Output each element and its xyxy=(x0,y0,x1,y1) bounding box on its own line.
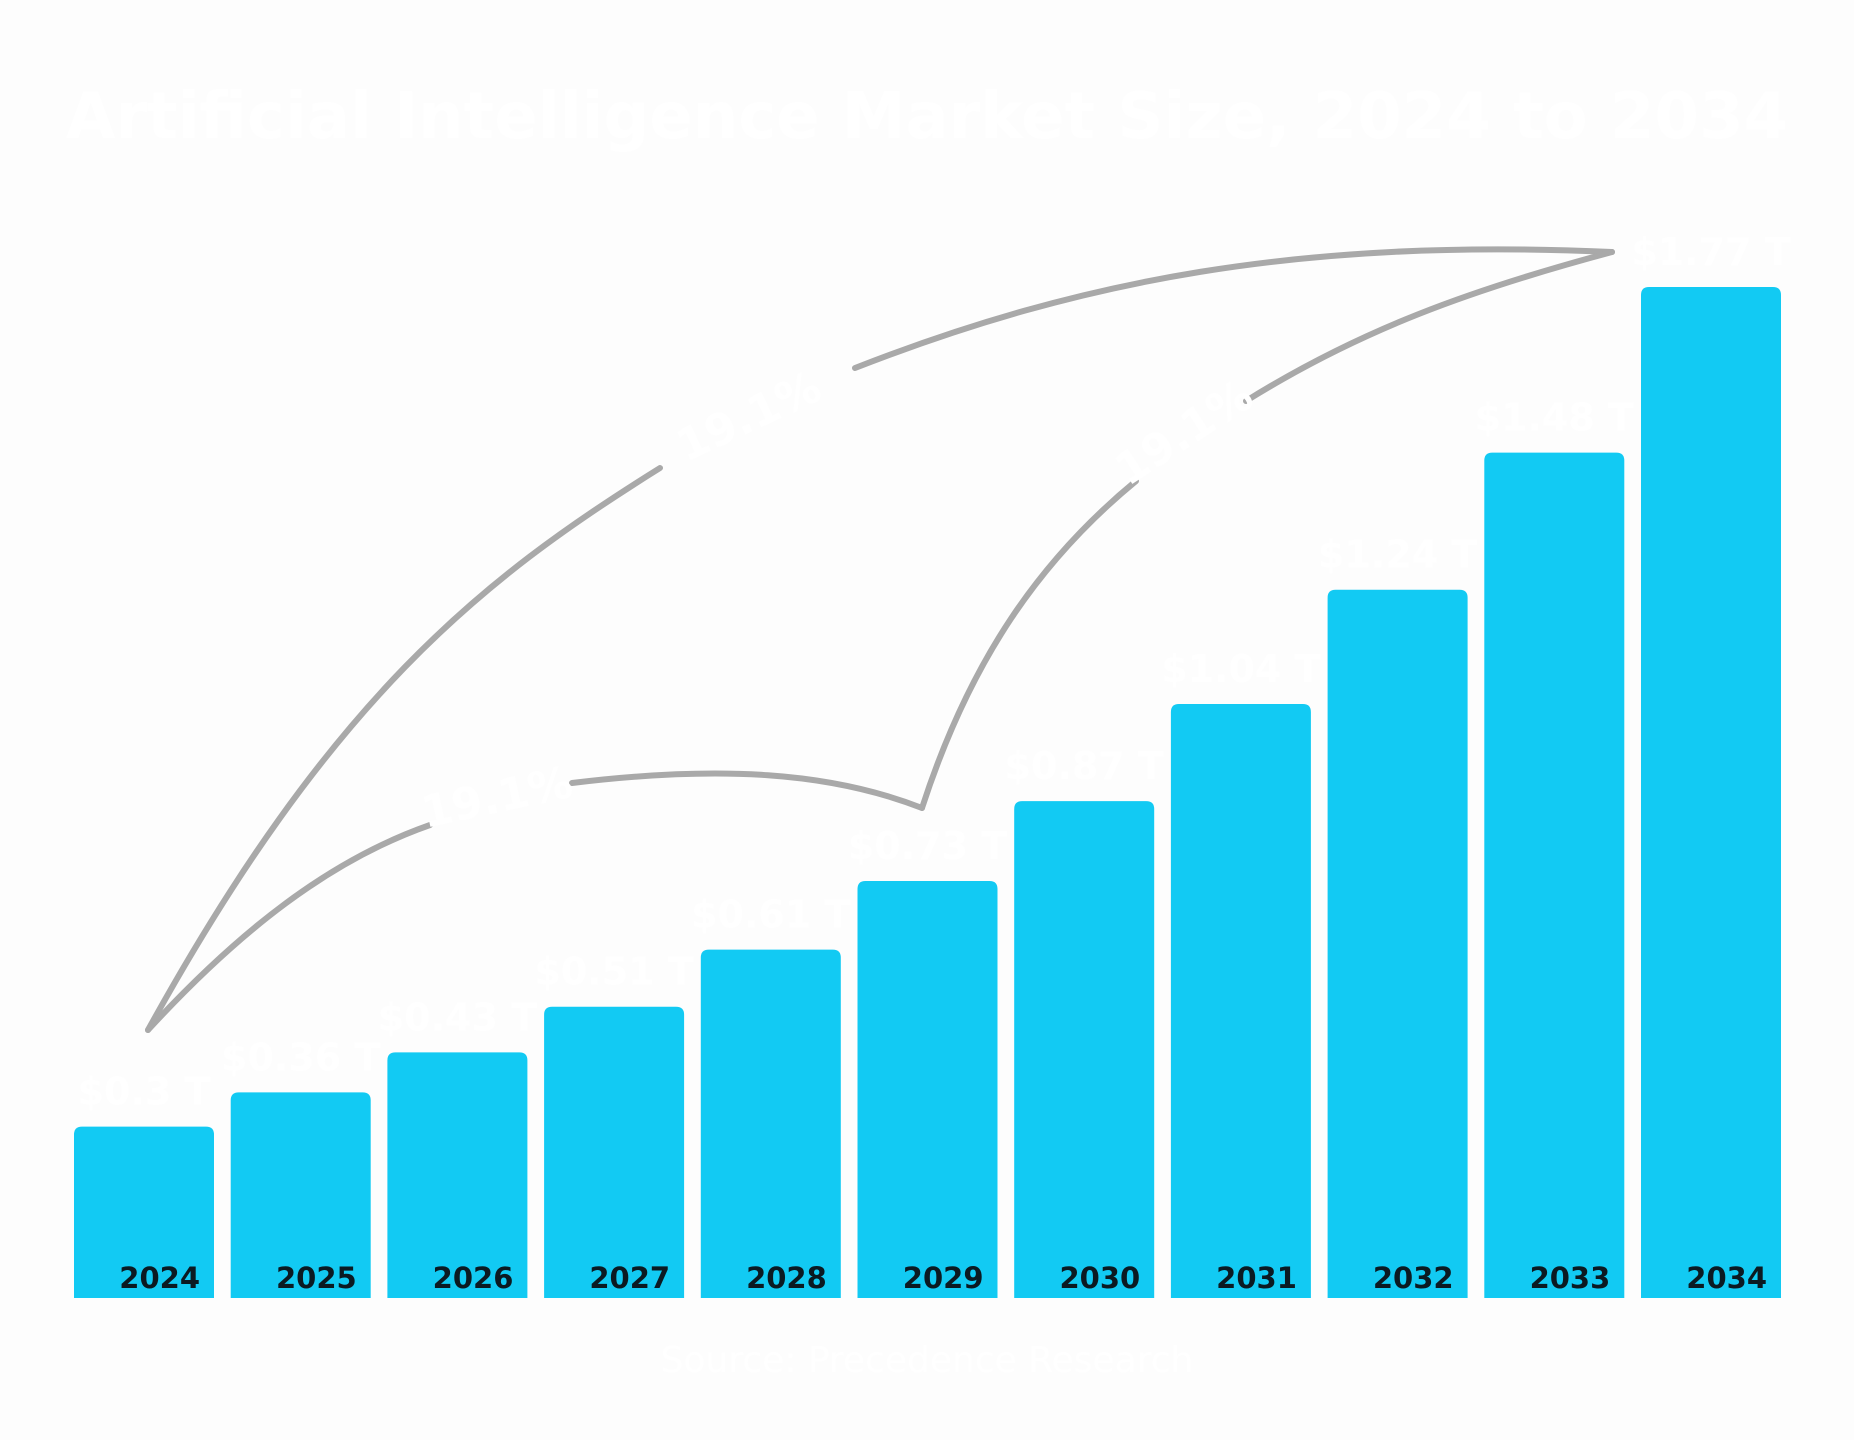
tick-label-2024: 2024 xyxy=(119,1261,200,1295)
data-label-2024: $0.3 T xyxy=(78,1070,211,1114)
data-label-2029: $0.73 T xyxy=(848,824,1007,868)
tick-label-2033: 2033 xyxy=(1530,1261,1611,1295)
tick-label-2029: 2029 xyxy=(903,1261,984,1295)
cagr-label-long: 19.1% xyxy=(669,361,829,472)
chart-title: Artificial Intelligence Market Size, 202… xyxy=(66,80,1788,154)
bar-2026 xyxy=(387,1052,528,1298)
bar-2030 xyxy=(1014,801,1155,1298)
data-label-2025: $0.36 T xyxy=(221,1035,380,1079)
tick-label-2027: 2027 xyxy=(589,1261,670,1295)
bar-2025 xyxy=(230,1092,371,1298)
tick-label-2034: 2034 xyxy=(1686,1261,1767,1295)
cagr-label-second: 19.1% xyxy=(1106,370,1262,496)
data-label-2032: $1.24 T xyxy=(1318,533,1477,577)
tick-label-2030: 2030 xyxy=(1059,1261,1140,1295)
data-label-2034: $1.77 T xyxy=(1631,230,1790,274)
cagr-label-first: 19.1% xyxy=(417,757,577,839)
data-label-2031: $1.04 T xyxy=(1161,647,1320,691)
bars: 2024 $0.3 T 2025 $0.36 T 2026 $0.43 T 2027 $0.5… xyxy=(74,230,1791,1299)
bar-2024 xyxy=(74,1126,214,1298)
bar-2034 xyxy=(1641,287,1781,1298)
tick-label-2031: 2031 xyxy=(1216,1261,1297,1295)
bar-2032 xyxy=(1327,589,1468,1298)
data-label-2030: $0.87 T xyxy=(1005,744,1164,788)
tick-label-2026: 2026 xyxy=(433,1261,514,1295)
data-label-2033: $1.48 T xyxy=(1475,396,1634,440)
bar-2031 xyxy=(1170,703,1311,1298)
bar-2028 xyxy=(700,949,841,1298)
chart-source: Source: Precedence Research xyxy=(661,1340,1194,1381)
cagr-arc-first xyxy=(145,770,925,1033)
tick-label-2025: 2025 xyxy=(276,1261,357,1295)
data-label-2028: $0.61 T xyxy=(691,893,850,937)
cagr-arc-long xyxy=(145,246,1615,1033)
bar-2029 xyxy=(857,881,998,1298)
data-label-2027: $0.51 T xyxy=(534,950,693,994)
data-label-2026: $0.43 T xyxy=(378,995,537,1039)
tick-label-2028: 2028 xyxy=(746,1261,827,1295)
tick-label-2032: 2032 xyxy=(1373,1261,1454,1295)
bar-2033 xyxy=(1484,452,1625,1299)
bar-2027 xyxy=(544,1006,685,1298)
cagr-arc-second xyxy=(919,249,1615,811)
